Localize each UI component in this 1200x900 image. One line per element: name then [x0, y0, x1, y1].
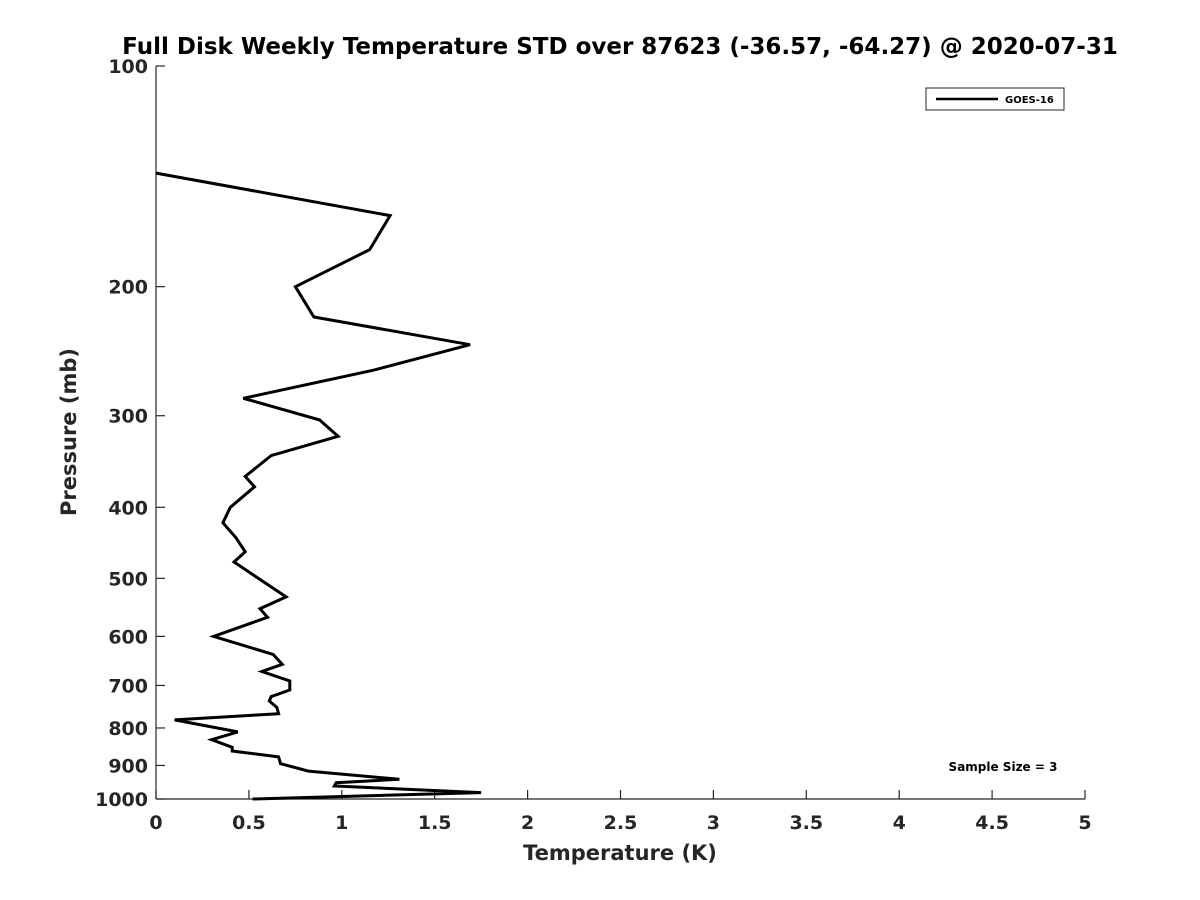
y-tick-label: 300 — [108, 406, 148, 428]
x-tick-label: 1 — [335, 812, 348, 834]
x-tick-label: 2.5 — [604, 812, 638, 834]
x-axis-ticks: 0 0.5 1 1.5 2 2.5 3 3.5 4 4.5 5 — [149, 790, 1092, 834]
x-tick-label: 4.5 — [975, 812, 1009, 834]
y-tick-label: 100 — [108, 56, 148, 78]
y-tick-label: 800 — [108, 718, 148, 740]
legend-label-goes-16: GOES-16 — [1005, 95, 1054, 106]
y-tick-label: 700 — [108, 675, 148, 697]
series-line-goes-16 — [155, 171, 482, 801]
y-tick-label: 500 — [108, 568, 148, 590]
series-layer — [155, 171, 482, 801]
y-tick-label: 400 — [108, 497, 148, 519]
y-tick-label: 1000 — [95, 789, 148, 811]
legend: GOES-16 — [925, 87, 1065, 111]
x-tick-label: 1.5 — [418, 812, 452, 834]
x-tick-label: 5 — [1078, 812, 1091, 834]
y-tick-label: 200 — [108, 277, 148, 299]
x-tick-label: 3.5 — [789, 812, 823, 834]
chart-title: Full Disk Weekly Temperature STD over 87… — [122, 34, 1118, 60]
sample-size-annotation: Sample Size = 3 — [949, 760, 1058, 774]
x-tick-label: 0.5 — [232, 812, 266, 834]
y-axis-label: Pressure (mb) — [57, 348, 81, 516]
x-tick-label: 4 — [893, 812, 906, 834]
y-tick-label: 900 — [108, 755, 148, 777]
x-tick-label: 3 — [707, 812, 720, 834]
x-tick-label: 2 — [521, 812, 534, 834]
y-axis-ticks: 100 200 300 400 500 600 700 800 900 1000 — [95, 56, 165, 811]
y-tick-label: 600 — [108, 626, 148, 648]
x-tick-label: 0 — [149, 812, 162, 834]
x-axis-label: Temperature (K) — [523, 841, 717, 865]
plot-area — [156, 66, 1085, 799]
